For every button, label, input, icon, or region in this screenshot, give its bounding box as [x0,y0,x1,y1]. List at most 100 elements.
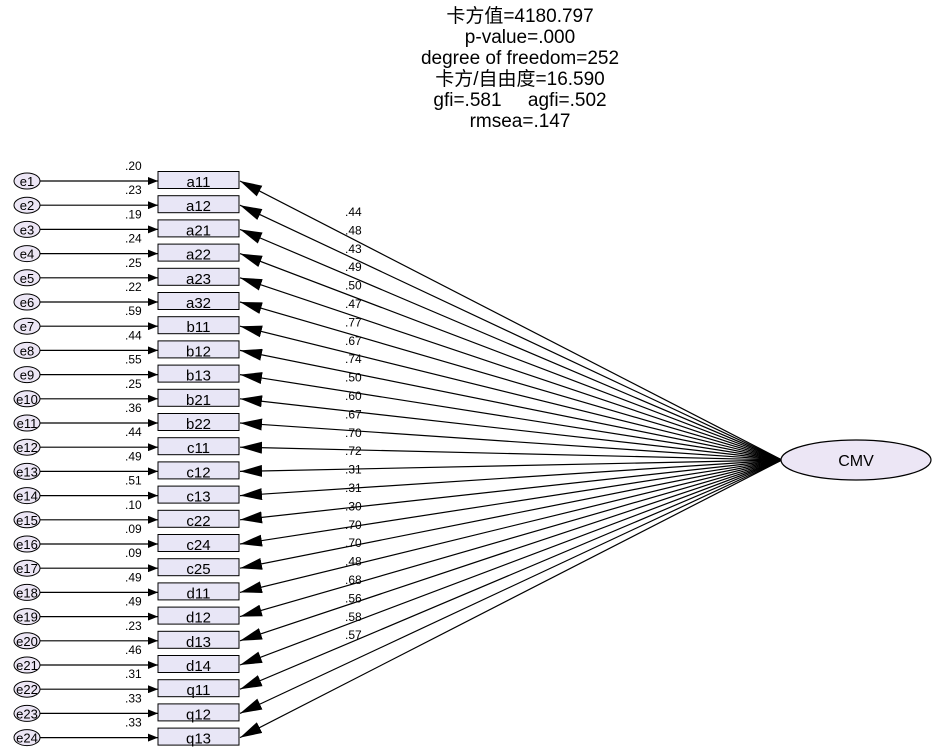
loading-label-a32: .47 [345,297,362,311]
r2-label-a12: .23 [125,183,142,197]
indicator-box-b13 [157,364,240,383]
indicator-label-c25: c25 [186,561,210,578]
loading-label-d14: .68 [345,573,362,587]
indicator-label-q12: q12 [186,706,211,723]
loading-path-c11 [239,441,783,461]
indicator-label-d14: d14 [186,658,211,675]
error-label-e6: e6 [20,295,34,310]
loading-path-c24 [239,459,783,547]
indicator-box-c25 [157,558,240,577]
loading-path-c22 [239,459,783,524]
error-label-e17: e17 [16,561,38,576]
error-label-e9: e9 [20,368,34,383]
indicator-label-c13: c13 [186,489,210,506]
r2-label-d12: .49 [125,595,142,609]
r2-label-c13: .51 [125,474,142,488]
loading-label-a11: .44 [345,205,362,219]
loading-path-b11 [239,325,783,461]
indicator-label-a32: a32 [186,295,211,312]
loading-label-d13: .48 [345,555,362,569]
cmv-ellipse [780,439,932,481]
error-label-e20: e20 [16,634,38,649]
loading-path-a12 [239,204,783,461]
indicator-label-c11: c11 [187,440,210,457]
r2-label-c12: .49 [125,449,142,463]
indicator-box-c12 [157,461,240,480]
indicator-label-c22: c22 [186,513,210,530]
error-label-e12: e12 [16,440,38,455]
indicator-label-q13: q13 [186,731,211,747]
loading-path-b22 [239,418,783,461]
indicator-label-q11: q11 [187,682,211,699]
loading-label-q12: .58 [345,610,362,624]
indicator-box-d13 [157,630,240,649]
indicator-box-c13 [157,485,240,504]
error-label-e16: e16 [16,537,38,552]
loading-label-a23: .50 [345,279,362,293]
indicator-label-a22: a22 [186,247,211,264]
error-label-e23: e23 [16,706,38,721]
indicator-box-q13 [157,727,240,746]
loading-label-d11: .70 [345,518,362,532]
r2-label-q13: .33 [125,716,142,730]
r2-label-a11: .20 [125,159,142,173]
error-label-e19: e19 [16,610,38,625]
r2-label-a32: .22 [125,280,142,294]
indicator-label-b12: b12 [186,343,211,360]
indicator-label-b13: b13 [186,368,211,385]
loading-path-q13 [239,459,783,739]
error-label-e10: e10 [16,392,38,407]
error-label-e13: e13 [16,464,38,479]
indicator-box-d14 [157,655,240,673]
loading-label-b22: .60 [345,389,362,403]
r2-label-q11: .31 [125,667,142,681]
indicator-box-a11 [157,171,240,189]
r2-label-c22: .10 [125,498,142,512]
loading-path-b21 [239,395,783,461]
gfi-agfi: gfi=.581 agfi=.502 [433,90,607,111]
loading-path-d13 [239,459,783,642]
indicator-label-b21: b21 [186,392,211,409]
r2-label-d13: .23 [125,619,142,633]
error-label-e24: e24 [16,731,38,746]
indicator-box-c11 [157,437,240,456]
r2-label-c11: .44 [125,425,142,439]
indicator-box-b12 [157,340,240,359]
r2-label-b12: .44 [125,328,142,342]
error-label-e8: e8 [20,343,34,358]
loading-label-c11: .67 [345,407,362,421]
loading-label-a21: .43 [345,242,362,256]
r2-label-c24: .09 [125,522,142,536]
loading-label-q11: .56 [345,591,362,605]
indicator-box-b21 [157,388,240,407]
loading-path-b13 [239,372,783,461]
indicator-label-a23: a23 [186,271,211,288]
r2-label-a21: .19 [125,207,142,221]
chi-square-value: 卡方值=4180.797 [446,6,594,27]
cmv-label: CMV [838,453,874,470]
loading-label-c25: .30 [345,499,362,513]
p-value: p-value=.000 [464,27,576,48]
indicator-nodes: e1 .20 a11 e2 .23 a12 e3 .19 a21 e4 .24 a22 e5 .25 a23… [13,159,240,747]
indicator-label-b11: b11 [187,319,211,336]
fit-statistics: 卡方值=4180.797 p-value=.000 degree of free… [320,6,720,132]
r2-label-a22: .24 [125,232,142,246]
r2-label-d14: .46 [125,643,142,657]
indicator-label-b22: b22 [186,416,211,433]
loading-label-d12: .70 [345,536,362,550]
indicator-label-d12: d12 [186,610,211,627]
indicator-box-a32 [157,292,240,310]
loading-path-b12 [239,348,783,461]
error-label-e7: e7 [20,319,34,334]
indicator-label-d13: d13 [186,634,211,651]
loading-path-a32 [239,301,783,461]
indicator-box-q12 [157,703,240,722]
loading-path-q12 [239,459,783,714]
indicator-box-c24 [157,534,240,552]
loading-path-c12 [239,459,783,477]
loading-path-c13 [239,459,783,501]
r2-label-b11: .59 [125,304,142,318]
indicator-box-a21 [157,219,240,238]
error-label-e22: e22 [16,682,38,697]
